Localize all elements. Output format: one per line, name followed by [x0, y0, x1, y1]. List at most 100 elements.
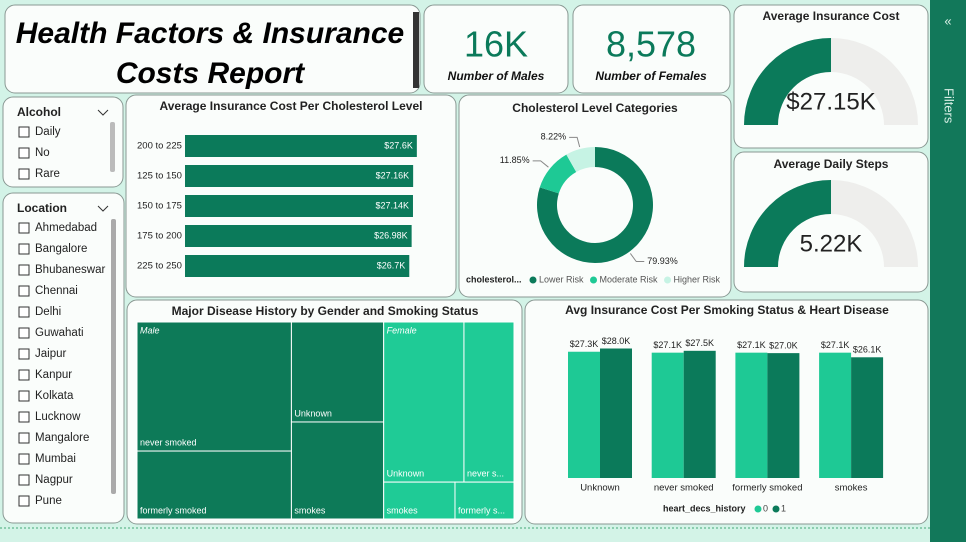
slicer-item[interactable]: Pune: [35, 495, 62, 507]
gauge-value: [744, 38, 831, 125]
treemap-cell: [290, 321, 385, 423]
filters-label[interactable]: Filters: [942, 88, 957, 124]
checkbox[interactable]: [18, 474, 30, 486]
cell-label: never smoked: [140, 437, 197, 447]
x-tick-label: smokes: [835, 483, 868, 494]
slicer-item[interactable]: Mangalore: [35, 432, 89, 444]
slicer-item[interactable]: Kolkata: [35, 390, 74, 402]
title-panel: [4, 4, 421, 94]
x-tick-label: Unknown: [580, 483, 620, 494]
data-label: 8.22%: [541, 132, 567, 142]
slicer-item[interactable]: Kanpur: [35, 369, 72, 381]
scrollbar[interactable]: [111, 219, 116, 494]
slicer-item[interactable]: Mumbai: [35, 453, 76, 465]
x-tick-label: never smoked: [654, 483, 714, 494]
y-tick-label: 125 to 150: [137, 171, 182, 182]
dropdown-icon[interactable]: [97, 205, 109, 212]
collapse-icon[interactable]: «: [944, 13, 951, 28]
treemap-cell: [136, 321, 292, 452]
legend-swatch: [529, 276, 537, 284]
checkbox[interactable]: [18, 285, 30, 297]
y-tick-label: 225 to 250: [137, 261, 182, 272]
data-label: $27.3K: [570, 339, 599, 349]
checkbox[interactable]: [18, 168, 30, 180]
slicer-panel[interactable]: [2, 192, 125, 524]
chart-panel: [458, 94, 732, 298]
slicer-item[interactable]: No: [35, 147, 50, 159]
slicer-item[interactable]: Ahmedabad: [35, 222, 97, 234]
filters-pane[interactable]: [930, 0, 966, 542]
kpi-label: Number of Males: [448, 69, 545, 83]
dropdown-icon[interactable]: [97, 109, 109, 116]
slicer-panel[interactable]: [2, 96, 124, 188]
bar: [819, 352, 852, 478]
treemap-cell: [383, 481, 456, 520]
slicer-item[interactable]: Jaipur: [35, 348, 66, 360]
data-label: $27.1K: [737, 340, 766, 350]
checkbox[interactable]: [18, 243, 30, 255]
gauge-label: 5.22K: [800, 230, 863, 257]
legend-label: Higher Risk: [674, 274, 721, 284]
y-tick-label: 150 to 175: [137, 201, 182, 212]
treemap-cell: [463, 321, 515, 483]
bar: [767, 353, 800, 478]
data-label: $26.1K: [853, 345, 882, 355]
checkbox[interactable]: [18, 306, 30, 318]
checkbox[interactable]: [18, 327, 30, 339]
slicer-title: Alcohol: [17, 105, 61, 119]
chart-title: Average Insurance Cost Per Cholesterol L…: [160, 99, 423, 113]
data-label: $27.1K: [821, 340, 850, 350]
slicer-item[interactable]: Lucknow: [35, 411, 81, 423]
slicer-item[interactable]: Bhubaneswar: [35, 264, 105, 276]
data-label: 11.85%: [500, 155, 530, 165]
checkbox[interactable]: [18, 453, 30, 465]
gauge-panel: [733, 151, 929, 293]
scrollbar[interactable]: [110, 122, 115, 172]
donut-slice: [566, 147, 595, 172]
legend-label: Moderate Risk: [600, 274, 659, 284]
slicer-title: Location: [17, 201, 67, 215]
cell-label: smokes: [387, 505, 419, 515]
treemap-cell: [383, 321, 465, 483]
slicer-item[interactable]: Daily: [35, 126, 61, 138]
data-label: $26.98K: [374, 230, 408, 240]
legend-label: Lower Risk: [539, 274, 584, 284]
checkbox[interactable]: [18, 348, 30, 360]
bar: [185, 225, 412, 247]
kpi-value: 16K: [464, 24, 528, 65]
checkbox[interactable]: [18, 411, 30, 423]
checkbox[interactable]: [18, 495, 30, 507]
cell-label: smokes: [294, 505, 326, 515]
checkbox[interactable]: [18, 126, 30, 138]
data-label: $27.1K: [653, 340, 682, 350]
slicer-item[interactable]: Chennai: [35, 285, 78, 297]
legend-swatch: [754, 505, 762, 513]
cell-label: formerly s...: [458, 505, 505, 515]
checkbox[interactable]: [18, 369, 30, 381]
checkbox[interactable]: [18, 432, 30, 444]
checkbox[interactable]: [18, 390, 30, 402]
legend-title: cholesterol...: [466, 274, 522, 284]
checkbox[interactable]: [18, 264, 30, 276]
group-label: Female: [387, 325, 417, 335]
bar: [185, 255, 410, 277]
cell-label: Unknown: [387, 468, 425, 478]
slicer-item[interactable]: Guwahati: [35, 327, 84, 339]
kpi-value: 8,578: [606, 24, 696, 65]
checkbox[interactable]: [18, 147, 30, 159]
bar: [185, 195, 413, 217]
treemap-cell: [136, 450, 292, 520]
cell-label: never s...: [467, 468, 504, 478]
report-title: Health Factors & Insurance Costs Report: [15, 17, 405, 90]
slicer-item[interactable]: Bangalore: [35, 243, 87, 255]
donut-slice: [537, 147, 653, 264]
checkbox[interactable]: [18, 222, 30, 234]
slicer-item[interactable]: Delhi: [35, 306, 61, 318]
data-label: 79.93%: [647, 256, 678, 266]
slicer-item[interactable]: Nagpur: [35, 474, 73, 486]
chart-title: Average Daily Steps: [774, 157, 889, 171]
bar: [851, 357, 884, 478]
bar: [735, 352, 768, 478]
slicer-item[interactable]: Rare: [35, 168, 60, 180]
y-tick-label: 175 to 200: [137, 231, 182, 242]
